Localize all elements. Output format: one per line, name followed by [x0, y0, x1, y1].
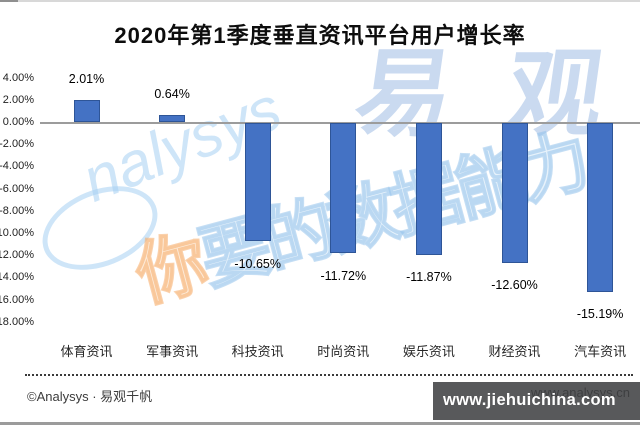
y-axis-tick: -4.00% — [0, 160, 34, 173]
y-axis-tick: 4.00% — [2, 71, 34, 84]
category-label: 体育资讯 — [60, 344, 113, 359]
y-axis-tick-labels: 4.00% 2.00% 0.00% -2.00% -4.00% -6.00% -8.00% -… — [0, 0, 36, 345]
bar — [244, 123, 271, 242]
bar-value-label: -15.19% — [576, 307, 624, 322]
category-label: 娱乐资讯 — [402, 344, 455, 359]
y-axis-tick: 0.00% — [2, 116, 34, 128]
bar — [501, 123, 528, 263]
bar — [73, 100, 100, 123]
bar-value-label: -12.60% — [491, 278, 538, 293]
bar-value-label: -11.87% — [406, 270, 452, 285]
y-axis-tick: -6.00% — [0, 182, 34, 195]
y-axis-tick: 2.00% — [2, 93, 34, 106]
overlay-watermark-box: www.analysys.cn www.jiehuichina.com — [433, 382, 640, 420]
bar-value-label: 0.64% — [154, 87, 190, 102]
category-label: 科技资讯 — [231, 344, 284, 359]
bar — [159, 115, 186, 123]
bar — [415, 123, 442, 255]
bar — [587, 123, 614, 292]
category-label: 军事资讯 — [146, 344, 199, 359]
y-axis-tick: -16.00% — [0, 293, 34, 306]
bar-value-label: 2.01% — [68, 72, 105, 87]
jiehuichina-url-text: www.jiehuichina.com — [443, 391, 616, 409]
footer-divider-dotted-line — [25, 374, 633, 376]
category-label: 财经资讯 — [488, 344, 541, 359]
copyright-text: ©Analysys · 易观千帆 — [27, 389, 153, 404]
top-border-line — [0, 0, 640, 2]
bottom-border-line — [0, 422, 640, 425]
y-axis-tick: -10.00% — [0, 227, 34, 239]
y-axis-tick: -18.00% — [0, 315, 34, 328]
category-label: 汽车资讯 — [574, 344, 627, 359]
y-axis-tick: -8.00% — [0, 204, 34, 217]
chart-title: 2020年第1季度垂直资讯平台用户增长率 — [114, 23, 526, 48]
y-axis-tick: -2.00% — [0, 138, 34, 151]
category-label: 时尚资讯 — [317, 344, 370, 359]
y-axis-tick: -14.00% — [0, 271, 34, 284]
bar-value-label: -11.72% — [320, 268, 367, 283]
bar — [330, 123, 357, 254]
bar-value-label: -10.65% — [234, 256, 281, 271]
top-border-dark-segment — [0, 0, 18, 2]
analysys-url-text: www.analysys.cn — [531, 385, 630, 400]
zero-axis-line — [40, 122, 640, 124]
y-axis-tick: -12.00% — [0, 249, 34, 262]
